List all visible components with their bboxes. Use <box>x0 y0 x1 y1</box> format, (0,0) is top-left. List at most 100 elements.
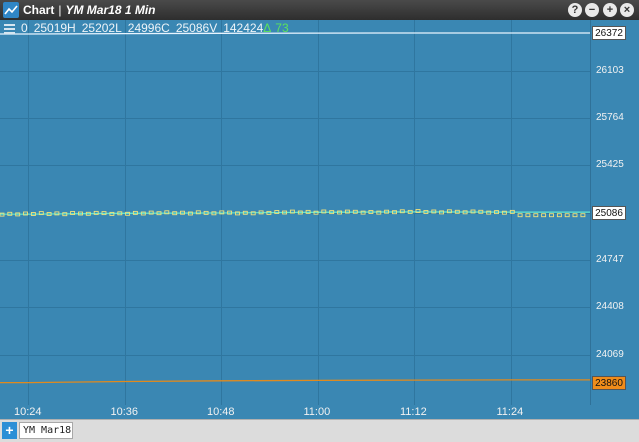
bar-marker <box>352 209 358 214</box>
window-titlebar: Chart | YM Mar18 1 Min ? − + × <box>0 0 639 20</box>
time-tick-label: 11:24 <box>496 406 524 418</box>
bar-marker <box>7 211 13 216</box>
price-tick-label: 24408 <box>596 301 624 313</box>
bar-marker <box>360 210 366 215</box>
bar-marker <box>148 210 154 215</box>
ohlc-open: 0 <box>21 21 28 35</box>
price-tick-label: 24069 <box>596 348 624 360</box>
bar-marker <box>384 209 390 214</box>
bar-marker <box>494 210 499 215</box>
minimize-button[interactable]: − <box>585 3 599 17</box>
close-button[interactable]: × <box>620 3 634 17</box>
price-tick-label: 24747 <box>596 254 624 266</box>
ohlc-low: 25202L <box>81 21 122 35</box>
bar-marker <box>250 211 256 216</box>
bar-marker <box>30 212 36 216</box>
menu-icon[interactable] <box>4 24 15 34</box>
bar-marker <box>70 211 76 215</box>
add-tab-button[interactable]: + <box>2 422 17 439</box>
bar-marker <box>572 213 578 218</box>
chart-area[interactable]: 26372 25086 23860 26103 25764 25425 24747 24… <box>0 20 639 405</box>
bar-marker <box>509 209 515 214</box>
bar-marker <box>407 209 413 214</box>
bar-marker <box>242 210 248 215</box>
bar-marker <box>235 211 240 216</box>
bar-marker <box>195 210 201 215</box>
time-tick-label: 10:24 <box>14 406 42 418</box>
window-title-label: Chart <box>23 3 55 17</box>
bar-marker <box>38 211 44 216</box>
upper-band-marker: 26372 <box>592 26 626 40</box>
bar-marker <box>258 210 264 215</box>
time-tick-label: 10:48 <box>207 406 235 418</box>
bar-marker <box>525 213 531 218</box>
time-tick-label: 10:36 <box>110 406 139 418</box>
bar-marker <box>462 210 468 215</box>
ohlc-readout: 0 25019H 25202L 24996C 25086V 142424Δ 73 <box>0 20 320 36</box>
bar-marker <box>376 210 382 215</box>
bar-marker <box>431 209 437 214</box>
price-axis[interactable]: 26372 25086 23860 26103 25764 25425 24747 24… <box>590 20 639 405</box>
bar-marker <box>266 210 272 215</box>
last-price-marker: 25086 <box>592 205 626 220</box>
lower-band-line <box>0 379 590 384</box>
bar-marker <box>439 210 445 215</box>
tab-ym-mar18[interactable]: YM Mar18 <box>19 422 73 439</box>
bar-marker <box>274 210 280 214</box>
bar-marker <box>446 209 452 214</box>
bar-marker <box>344 209 350 214</box>
bar-marker <box>164 210 170 215</box>
bar-marker <box>313 210 319 215</box>
bar-marker <box>415 209 421 213</box>
bar-marker <box>392 210 397 215</box>
time-axis[interactable]: 10:24 10:36 10:48 11:00 11:12 11:24 <box>0 405 639 419</box>
bar-marker <box>282 210 288 215</box>
time-tick-label: 11:00 <box>303 406 331 418</box>
bar-marker <box>180 210 185 215</box>
bar-marker <box>517 213 523 218</box>
bar-marker <box>368 210 374 214</box>
bar-marker <box>486 210 492 215</box>
price-plot[interactable] <box>0 20 590 405</box>
price-tick-label: 25425 <box>596 159 624 171</box>
bar-marker <box>140 211 146 216</box>
bar-marker <box>337 210 343 215</box>
bar-marker <box>117 211 123 216</box>
bar-marker <box>219 210 225 215</box>
bar-marker <box>54 211 60 216</box>
bar-marker <box>454 209 460 214</box>
bar-marker <box>156 211 162 216</box>
bar-marker <box>470 209 476 214</box>
bar-marker <box>132 210 138 215</box>
ohlc-values: 0 25019H 25202L 24996C 25086V 142424Δ 73 <box>21 21 295 35</box>
window-subtitle: YM Mar18 1 Min <box>65 3 156 17</box>
ohlc-close: 24996C <box>127 21 170 35</box>
bar-marker <box>399 209 405 214</box>
ohlc-count: 142424 <box>223 21 264 35</box>
bar-marker <box>15 212 21 217</box>
bar-marker <box>46 212 52 216</box>
time-tick-label: 11:12 <box>400 406 427 418</box>
lower-band-marker: 23860 <box>592 376 626 390</box>
bar-marker <box>580 213 586 218</box>
help-button[interactable]: ? <box>568 3 582 17</box>
bar-marker <box>187 211 193 216</box>
delta-icon: Δ <box>263 21 272 35</box>
bar-marker <box>321 209 327 214</box>
bar-marker <box>78 211 83 216</box>
bar-marker <box>101 211 107 216</box>
bar-marker <box>533 213 539 218</box>
bar-marker <box>62 212 68 217</box>
ohlc-delta: 73 <box>275 21 289 35</box>
bar-marker <box>23 211 28 216</box>
bar-marker <box>501 210 507 215</box>
bar-marker <box>549 213 554 218</box>
ohlc-high: 25019H <box>33 21 76 35</box>
bar-marker <box>329 210 335 215</box>
bar-marker <box>305 209 311 214</box>
bar-marker <box>541 213 547 218</box>
bar-marker <box>564 213 570 218</box>
bar-marker <box>109 211 115 216</box>
maximize-button[interactable]: + <box>603 3 617 17</box>
bar-marker <box>227 210 233 215</box>
